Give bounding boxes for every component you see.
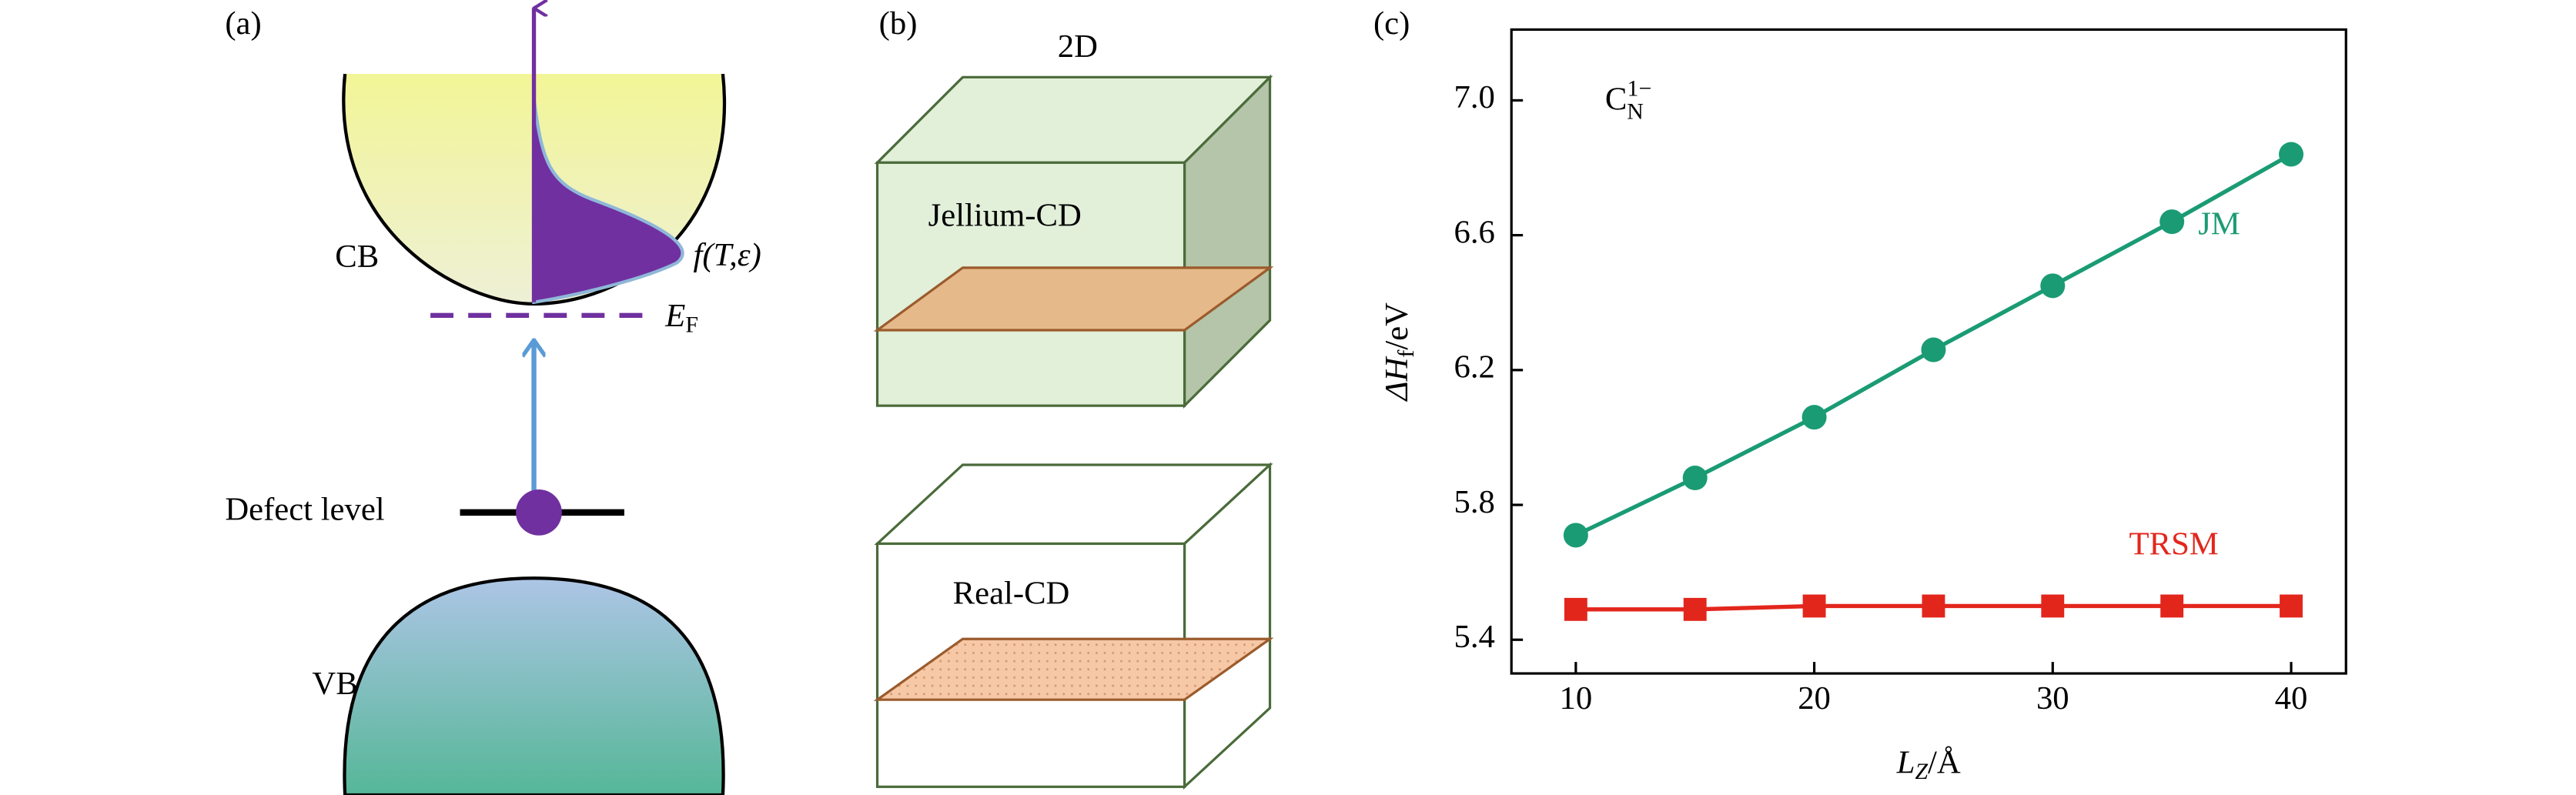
marker	[2160, 594, 2184, 618]
marker	[2040, 273, 2066, 299]
panel-label: (a)	[225, 5, 261, 42]
fermi-e: E	[664, 298, 685, 334]
x-axis-label: LZ/Å	[1896, 744, 1961, 784]
series-label: JM	[2198, 205, 2240, 242]
annotation-sub: N	[1627, 99, 1644, 124]
plot-frame	[1510, 28, 2347, 675]
marker	[1921, 337, 1946, 362]
vb-label: VB	[312, 666, 357, 702]
marker	[1564, 597, 1587, 621]
panel-label: (c)	[1373, 5, 1410, 42]
y-tick-label: 5.8	[1454, 484, 1495, 520]
marker	[2041, 594, 2065, 618]
annotation-sup: 1−	[1628, 75, 1652, 101]
y-axis-label: ΔHf/eV	[1379, 302, 1419, 403]
x-tick-label: 20	[1798, 680, 1831, 717]
y-label-main: ΔH	[1379, 356, 1415, 402]
marker	[1683, 597, 1707, 621]
marker	[1922, 594, 1945, 618]
box-label: Jellium-CD	[928, 198, 1082, 234]
x-label-unit: /Å	[1928, 744, 1961, 780]
series-label: TRSM	[2129, 526, 2219, 563]
y-tick-label: 7.0	[1454, 79, 1495, 115]
marker	[1682, 465, 1708, 491]
x-tick-label: 10	[1560, 680, 1593, 717]
y-tick-label: 5.4	[1454, 619, 1495, 655]
electron	[516, 489, 562, 536]
panel-label: (b)	[879, 5, 918, 42]
marker	[2279, 142, 2304, 167]
annotation: CN1−	[1605, 75, 1651, 124]
charge-plane	[873, 637, 1274, 701]
y-label-sub: f	[1393, 350, 1419, 358]
charge-plane	[873, 266, 1274, 332]
valence-band	[343, 576, 725, 795]
marker	[1802, 405, 1827, 430]
y-label-unit: /eV	[1379, 302, 1415, 350]
panel-a: (a) CB VB f(T,ε) EF Defect level	[225, 5, 761, 795]
fermi-function-label: f(T,ε)	[694, 237, 761, 273]
marker	[1802, 594, 1826, 618]
marker	[2280, 594, 2303, 618]
x-tick-label: 30	[2036, 680, 2069, 717]
panel-b	[873, 74, 1274, 790]
cb-label: CB	[335, 239, 379, 275]
defect-label: Defect level	[225, 492, 384, 528]
y-tick-label: 6.6	[1454, 214, 1495, 250]
x-label-sub: Z	[1915, 759, 1928, 784]
marker	[1563, 523, 1588, 548]
fermi-sub: F	[685, 312, 698, 338]
panel-title: 2D	[1058, 28, 1098, 65]
annotation-main: C	[1605, 81, 1627, 117]
fermi-distribution	[532, 98, 684, 305]
marker	[2159, 209, 2185, 235]
y-tick-label: 6.2	[1454, 349, 1495, 386]
box-label: Real-CD	[953, 576, 1070, 612]
x-tick-label: 40	[2275, 680, 2308, 717]
fermi-level-label: EF	[664, 298, 698, 338]
x-label-main: L	[1896, 744, 1915, 780]
